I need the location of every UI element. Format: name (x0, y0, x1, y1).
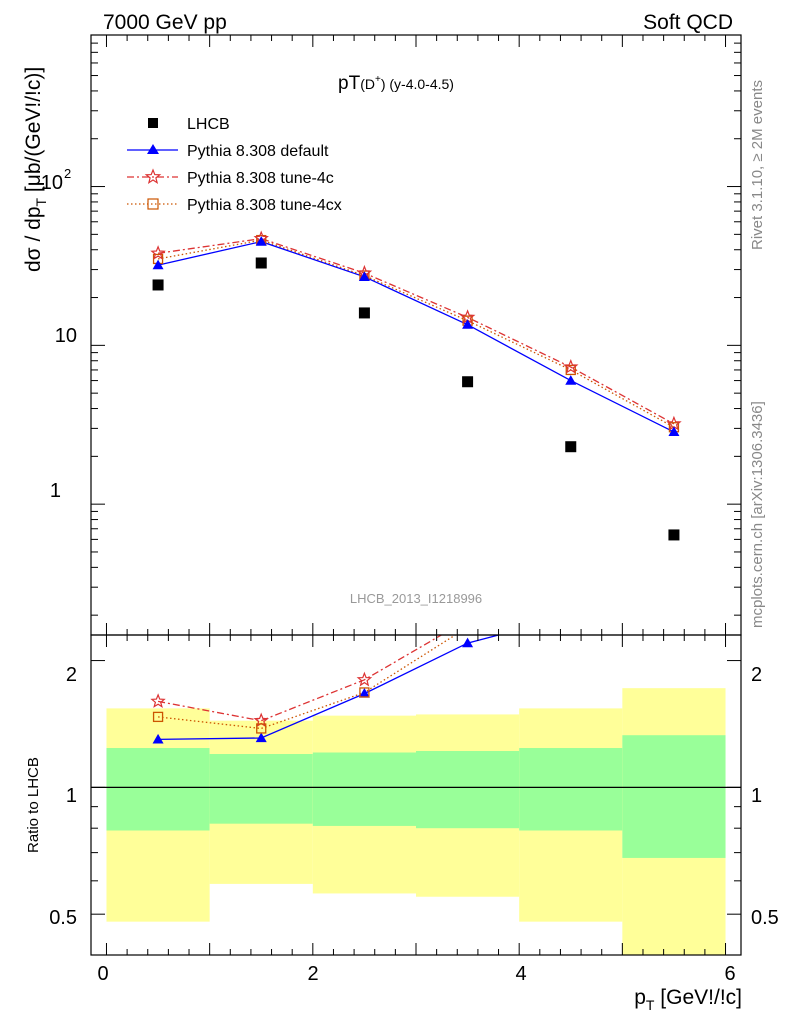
x-axis-label: pT [GeV!/!c] (634, 986, 742, 1013)
legend-label-tune4c: Pythia 8.308 tune-4c (187, 170, 334, 187)
marker-default (358, 271, 370, 281)
marker-lhcb (668, 529, 680, 541)
marker-default (668, 426, 680, 437)
series-line-3 (157, 239, 675, 428)
x-axis-label-units: [GeV!/!c] (654, 986, 742, 1009)
x-axis-label-sub: T (646, 997, 655, 1013)
y-ratio-tick-left-2: 2 (66, 664, 77, 686)
ratio-marker-default (462, 637, 474, 648)
ratio-line-3 (158, 635, 457, 730)
plot-title-charge: + (375, 74, 381, 85)
band-stat-inner (312, 752, 416, 826)
y-ratio-tick-right-2: 2 (751, 664, 762, 686)
marker-default (565, 375, 577, 385)
plot-title-range: (y-4.0-4.5) (385, 76, 453, 92)
legend-item-lhcb: LHCB (148, 116, 230, 133)
ratio-marker-default (152, 733, 164, 744)
ratio-line-2 (157, 635, 443, 722)
marker-tune4cx (565, 364, 576, 376)
marker-default (255, 236, 267, 246)
ratio-bands-layer (91, 688, 741, 955)
ratio-marker-tune4c (150, 693, 166, 708)
legend-item-default: Pythia 8.308 default (127, 143, 329, 160)
header-right: Soft QCD (643, 11, 733, 34)
x-tick-2: 2 (307, 963, 318, 985)
legend-marker-lhcb (148, 118, 158, 128)
marker-tune4c (563, 358, 579, 374)
y-main-tick-10: 10 (55, 325, 77, 347)
legend-label-default: Pythia 8.308 default (187, 143, 329, 160)
side-text-bottom: mcplots.cern.ch [arXiv:1306.3436] (749, 401, 766, 628)
x-tick-4: 4 (515, 963, 526, 985)
marker-tune4c (150, 245, 166, 260)
band-stat-inner (622, 735, 726, 858)
ratio-series-layer (150, 635, 502, 744)
ratio-ticks (91, 635, 741, 956)
x-axis-label-text: p (634, 986, 646, 1009)
x-tick-0: 0 (97, 963, 108, 985)
ratio-marker-tune4cx (256, 723, 267, 734)
header-left: 7000 GeV pp (103, 11, 227, 34)
ratio-marker-default (255, 732, 267, 743)
band-stat-inner (519, 748, 623, 831)
plot-title-particle: (D (360, 76, 375, 92)
ratio-panel: 0.5 1 2 0.5 1 2 Ratio to LHCB 0 2 4 6 pT… (25, 634, 779, 1013)
marker-lhcb (358, 307, 370, 319)
y-main-tick-100-base: 10 (41, 172, 63, 194)
legend-label-lhcb: LHCB (187, 116, 230, 133)
legend-item-tune4c: Pythia 8.308 tune-4c (127, 168, 334, 187)
band-stat-inner (209, 754, 313, 824)
marker-lhcb (565, 441, 577, 453)
legend-marker-tune4c (144, 168, 162, 185)
main-series-layer (150, 230, 682, 541)
legend: LHCB Pythia 8.308 default Pythia 8.308 t… (127, 116, 342, 214)
watermark: LHCB_2013_I1218996 (350, 591, 482, 606)
plot-title: pT(D+) (y-4.0-4.5) (338, 73, 454, 94)
marker-default (462, 319, 474, 329)
plot-title-prefix: pT (338, 73, 361, 94)
band-stat-inner (106, 748, 210, 831)
plot-title-close: ) (381, 76, 386, 92)
marker-default (152, 259, 164, 270)
y-main-tick-1: 1 (50, 480, 61, 502)
main-ticks (91, 34, 741, 635)
marker-lhcb (152, 279, 164, 291)
y-ratio-tick-left-1: 1 (66, 785, 77, 807)
y-main-axis-label-units: [μb/(GeV!/!c)] (22, 67, 45, 198)
legend-item-tune4cx: Pythia 8.308 tune-4cx (127, 197, 342, 214)
y-ratio-axis-label: Ratio to LHCB (25, 757, 42, 853)
y-ratio-tick-left-05: 0.5 (49, 907, 77, 929)
ratio-marker-default (358, 688, 370, 698)
side-text-top: Rivet 3.1.10, ≥ 2M events (749, 80, 766, 250)
y-ratio-tick-right-05: 0.5 (751, 907, 779, 929)
y-main-axis-label-sub: T (33, 197, 49, 206)
band-stat-inner (416, 750, 520, 829)
y-ratio-tick-right-1: 1 (751, 785, 762, 807)
ratio-marker-tune4cx (359, 687, 370, 698)
ratio-marker-tune4cx (152, 711, 164, 723)
series-line-2 (158, 237, 675, 425)
y-main-axis-label-text: dσ / dp (22, 206, 45, 272)
x-tick-6: 6 (724, 963, 735, 985)
legend-label-tune4cx: Pythia 8.308 tune-4cx (187, 197, 342, 214)
main-panel: pT(D+) (y-4.0-4.5) 1 10 10 2 dσ / dpT [μ… (22, 34, 742, 636)
legend-marker-tune4cx (147, 198, 159, 210)
marker-lhcb (462, 376, 474, 388)
ratio-line-1 (158, 635, 502, 741)
ratio-marker-tune4c (356, 671, 373, 687)
y-main-tick-100-exp: 2 (64, 166, 71, 181)
legend-marker-default (147, 144, 159, 154)
series-line-1 (157, 240, 675, 433)
marker-lhcb (255, 257, 267, 269)
y-main-axis-label: dσ / dpT [μb/(GeV!/!c)] (22, 67, 49, 272)
